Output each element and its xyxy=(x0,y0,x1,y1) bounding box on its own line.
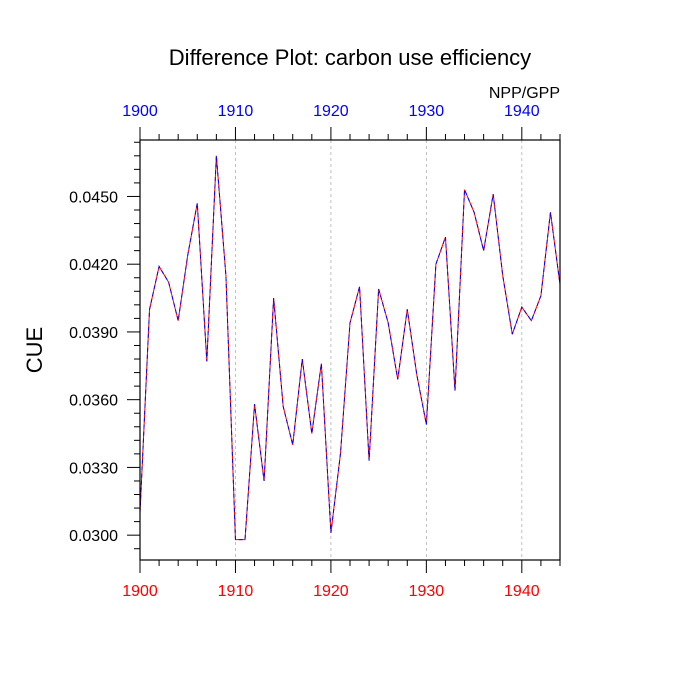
x-tick-label-top: 1940 xyxy=(504,103,540,120)
y-tick-label: 0.0300 xyxy=(69,528,118,545)
axes-layer: 1900 1900 1910 1910 1920 1920 1930 1930 1940 1940… xyxy=(69,103,561,600)
chart-subtitle: NPP/GPP xyxy=(489,85,560,102)
grid-layer xyxy=(235,140,523,560)
series-line-series-a xyxy=(139,155,561,541)
x-tick-label-top: 1900 xyxy=(122,103,158,120)
x-tick-label-bottom: 1930 xyxy=(409,583,445,600)
y-tick-label: 0.0360 xyxy=(69,393,118,410)
x-tick-label-top: 1920 xyxy=(313,103,349,120)
y-tick-label: 0.0390 xyxy=(69,325,118,342)
x-tick-label-bottom: 1900 xyxy=(122,583,158,600)
chart-title: Difference Plot: carbon use efficiency xyxy=(169,45,531,70)
x-tick-label-top: 1930 xyxy=(409,103,445,120)
x-tick-label-bottom: 1910 xyxy=(218,583,254,600)
series-layer xyxy=(139,155,561,541)
x-tick-label-top: 1910 xyxy=(218,103,254,120)
x-tick-label-bottom: 1920 xyxy=(313,583,349,600)
x-tick-label-bottom: 1940 xyxy=(504,583,540,600)
series-line-series-b xyxy=(139,155,561,541)
y-tick-label: 0.0420 xyxy=(69,257,118,274)
plot-frame xyxy=(139,139,561,561)
y-axis-label: CUE xyxy=(22,327,47,373)
y-tick-label: 0.0330 xyxy=(69,460,118,477)
y-tick-label: 0.0450 xyxy=(69,189,118,206)
